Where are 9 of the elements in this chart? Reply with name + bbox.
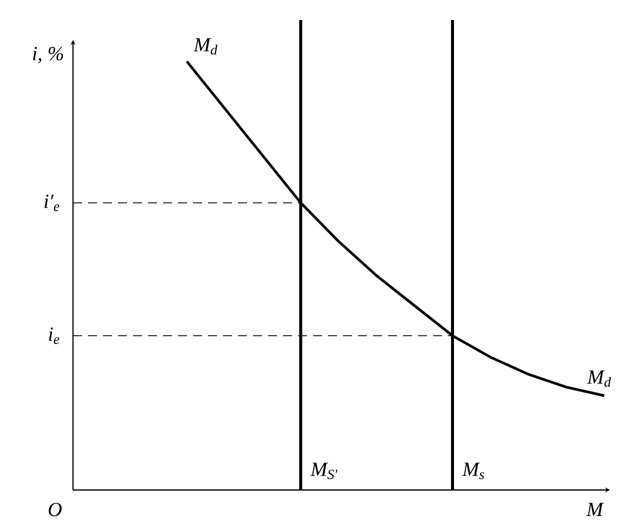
annotation: M$_{s}$ xyxy=(462,462,484,480)
annotation: M$_{S'}$ xyxy=(310,462,338,480)
x-axis-title: M xyxy=(586,502,604,516)
series-label: M$_{d}$ xyxy=(193,38,218,55)
text: O xyxy=(48,502,62,516)
annotation: M$_{d}$ xyxy=(587,370,611,387)
ref-line-label: i′$_{e}$ xyxy=(44,194,60,212)
y-axis-title: i, % xyxy=(33,46,63,64)
ref-line-label: i$_{e}$ xyxy=(48,327,60,344)
